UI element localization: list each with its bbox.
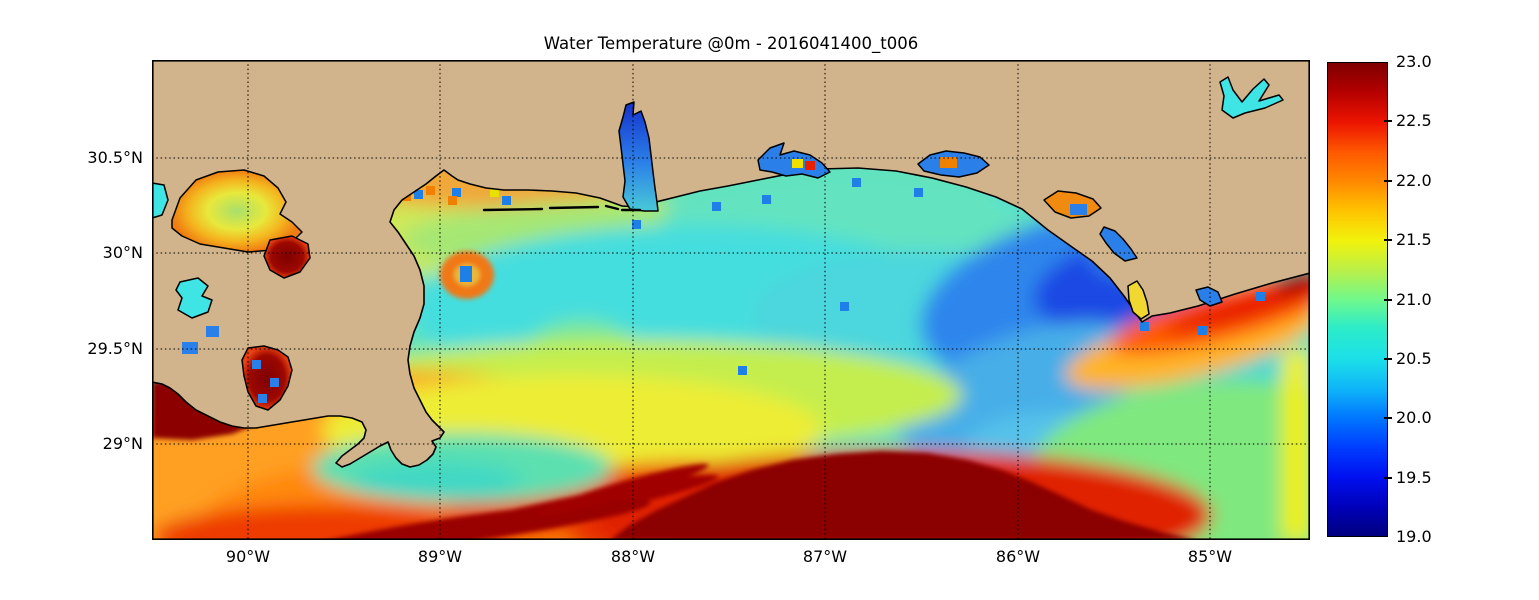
inland-lake-northeast	[1219, 76, 1284, 119]
colorbar-tick	[1384, 477, 1392, 479]
land-mass	[152, 60, 1310, 468]
apalachicola-bay	[1195, 286, 1223, 307]
colorbar-tick-label: 20.5	[1396, 349, 1432, 368]
colorbar-tick-label: 22.0	[1396, 171, 1432, 190]
y-tick-label: 30.5°N	[87, 148, 143, 167]
x-tick-label: 88°W	[610, 547, 656, 566]
colorbar-tick-label: 20.0	[1396, 408, 1432, 427]
lake-pontchartrain	[171, 169, 303, 253]
colorbar-tick	[1384, 239, 1392, 241]
colorbar-tick-label: 21.5	[1396, 230, 1432, 249]
colorbar-tick-label: 21.0	[1396, 290, 1432, 309]
colorbar-tick	[1384, 299, 1392, 301]
st-andrew-bay	[1099, 226, 1138, 262]
axes-border	[152, 60, 1311, 540]
barrier-islands	[482, 204, 642, 212]
lake-borgne-hot	[263, 235, 311, 279]
temperature-map-plot	[152, 60, 1311, 540]
y-tick-label: 29.5°N	[87, 339, 143, 358]
y-tick-label: 29°N	[102, 434, 143, 453]
x-tick-label: 86°W	[995, 547, 1041, 566]
lake-maurepas	[152, 182, 169, 219]
mobile-bay	[618, 101, 659, 212]
colorbar-tick	[1384, 417, 1392, 419]
bay-cold-cells	[182, 204, 1087, 403]
colorbar-tick-label: 19.5	[1396, 468, 1432, 487]
st-joseph-bay	[1127, 280, 1150, 320]
colorbar-tick	[1384, 358, 1392, 360]
x-tick-label: 89°W	[417, 547, 463, 566]
colorbar-tick	[1384, 180, 1392, 182]
y-tick-label: 30°N	[102, 243, 143, 262]
colorbar-tick-label: 19.0	[1396, 527, 1432, 546]
temperature-heatmap	[152, 60, 1311, 540]
x-tick-label: 85°W	[1187, 547, 1233, 566]
lake-salvador	[175, 277, 213, 319]
plot-title: Water Temperature @0m - 2016041400_t006	[543, 34, 919, 53]
colorbar	[1327, 62, 1388, 537]
x-tick-label: 87°W	[802, 547, 848, 566]
graticule-grid	[152, 60, 1310, 540]
bay-warm-cells	[792, 157, 957, 170]
colorbar-tick	[1384, 120, 1392, 122]
colorbar-tick-label: 23.0	[1396, 52, 1432, 71]
x-tick-label: 90°W	[225, 547, 271, 566]
colorbar-tick-label: 22.5	[1396, 111, 1432, 130]
